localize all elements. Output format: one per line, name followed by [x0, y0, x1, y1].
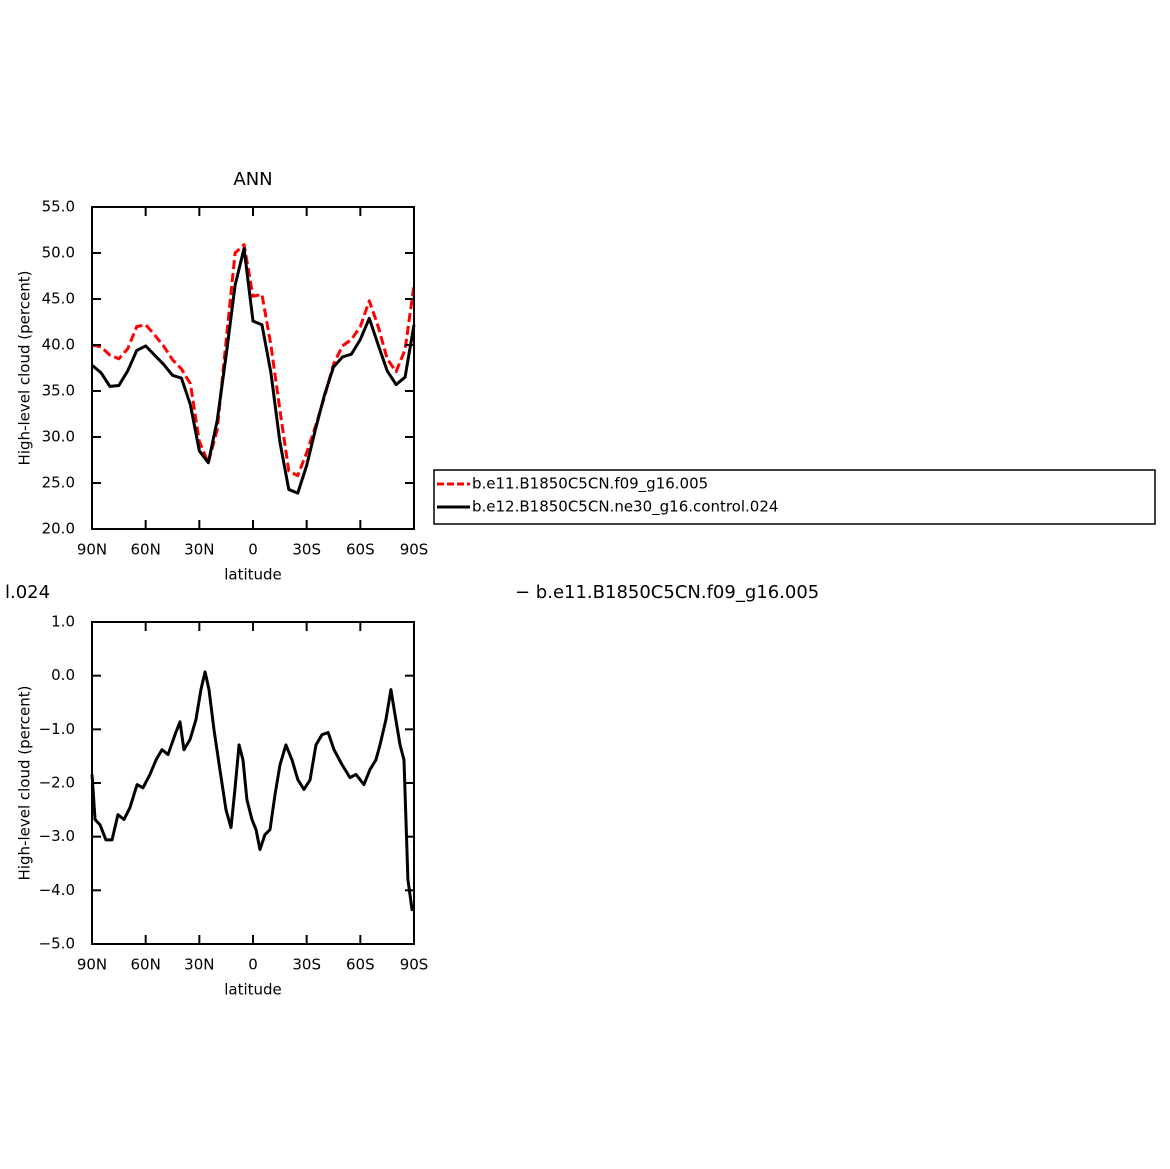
data-line: [91, 243, 416, 478]
x-tick-label: 30N: [184, 956, 214, 974]
y-tick-label: −4.0: [39, 881, 75, 899]
x-tick-label: 0: [248, 541, 258, 559]
y-tick-label: 35.0: [42, 382, 75, 400]
legend-label: b.e12.B1850C5CN.ne30_g16.control.024: [472, 498, 778, 517]
x-tick-label: 90N: [77, 956, 107, 974]
plot-frame: [91, 206, 415, 530]
x-tick-label: 0: [248, 956, 258, 974]
y-tick-label: 1.0: [51, 613, 75, 631]
x-tick-label: 60N: [131, 541, 161, 559]
annotation: l.024: [5, 582, 50, 603]
x-tick-label: 30N: [184, 541, 214, 559]
y-tick-label: 45.0: [42, 290, 75, 308]
x-tick-label: 60S: [346, 956, 375, 974]
data-line: [90, 670, 414, 912]
y-tick-label: 30.0: [42, 428, 75, 446]
x-tick-label: 60S: [346, 541, 375, 559]
x-axis-label: latitude: [224, 981, 282, 999]
y-tick-label: −5.0: [39, 935, 75, 953]
chart-title: ANN: [233, 169, 272, 190]
y-tick-label: 25.0: [42, 474, 75, 492]
x-tick-label: 90S: [400, 956, 429, 974]
x-tick-label: 30S: [292, 541, 321, 559]
x-tick-label: 60N: [131, 956, 161, 974]
x-tick-label: 90N: [77, 541, 107, 559]
y-tick-label: 20.0: [42, 520, 75, 538]
y-tick-label: 50.0: [42, 244, 75, 262]
legend-box: [433, 469, 1156, 525]
x-axis-label: latitude: [224, 566, 282, 584]
y-tick-label: 0.0: [51, 666, 75, 684]
data-line: [91, 246, 416, 495]
y-tick-label: 55.0: [42, 198, 75, 216]
y-axis-label: High-level cloud (percent): [16, 271, 34, 466]
y-tick-label: −3.0: [39, 827, 75, 845]
x-tick-label: 90S: [400, 541, 429, 559]
legend-label: b.e11.B1850C5CN.f09_g16.005: [472, 475, 708, 494]
annotation: − b.e11.B1850C5CN.f09_g16.005: [515, 582, 819, 603]
x-tick-label: 30S: [292, 956, 321, 974]
y-tick-label: 40.0: [42, 336, 75, 354]
y-axis-label: High-level cloud (percent): [16, 686, 34, 881]
y-tick-label: −1.0: [39, 720, 75, 738]
y-tick-label: −2.0: [39, 774, 75, 792]
